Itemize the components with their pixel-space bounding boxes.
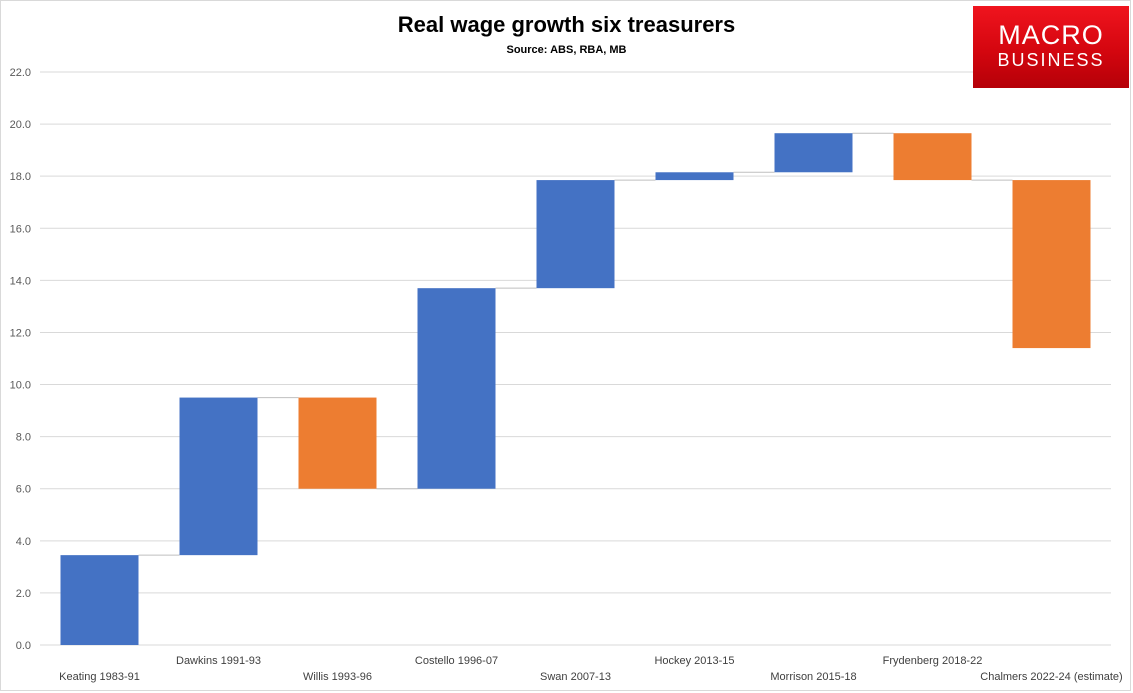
- macrobusiness-logo: MACRO BUSINESS: [973, 6, 1129, 88]
- bar: [1012, 180, 1091, 349]
- bar: [536, 180, 615, 289]
- y-tick-label: 4.0: [16, 536, 31, 548]
- bars: [60, 133, 1091, 645]
- x-category-label: Swan 2007-13: [540, 671, 611, 683]
- y-tick-label: 8.0: [16, 432, 31, 444]
- bar: [655, 172, 734, 181]
- y-tick-label: 12.0: [10, 327, 31, 339]
- chart-title: Real wage growth six treasurers: [397, 12, 736, 37]
- x-category-label: Chalmers 2022-24 (estimate): [980, 671, 1122, 683]
- y-tick-label: 0.0: [16, 640, 31, 652]
- bar: [298, 397, 377, 489]
- y-tick-label: 22.0: [10, 67, 31, 79]
- x-axis-labels: Keating 1983-91 Dawkins 1991-93 Willis 199…: [59, 655, 1123, 683]
- y-tick-label: 10.0: [10, 380, 31, 392]
- x-category-label: Hockey 2013-15: [654, 655, 734, 667]
- bar: [60, 555, 139, 645]
- x-category-label: Willis 1993-96: [303, 671, 372, 683]
- chart-subtitle: Source: ABS, RBA, MB: [506, 44, 627, 56]
- logo-line-2: BUSINESS: [997, 50, 1105, 70]
- logo-line-1: MACRO: [998, 20, 1104, 50]
- bar: [417, 288, 496, 489]
- x-category-label: Frydenberg 2018-22: [883, 655, 983, 667]
- x-category-label: Costello 1996-07: [415, 655, 498, 667]
- x-category-label: Keating 1983-91: [59, 671, 140, 683]
- connectors: [138, 132, 1013, 556]
- bar: [893, 133, 972, 181]
- y-tick-label: 20.0: [10, 119, 31, 131]
- y-tick-label: 6.0: [16, 484, 31, 496]
- bar: [179, 397, 258, 556]
- y-tick-label: 2.0: [16, 588, 31, 600]
- y-tick-label: 14.0: [10, 275, 31, 287]
- x-category-label: Dawkins 1991-93: [176, 655, 261, 667]
- y-tick-label: 16.0: [10, 223, 31, 235]
- bar: [774, 133, 853, 173]
- y-tick-label: 18.0: [10, 171, 31, 183]
- x-category-label: Morrison 2015-18: [770, 671, 856, 683]
- y-axis-ticks: 0.0 2.0 4.0 6.0 8.0 10.0 12.0 14.0 16.0 18.0 20.0 2…: [10, 67, 31, 652]
